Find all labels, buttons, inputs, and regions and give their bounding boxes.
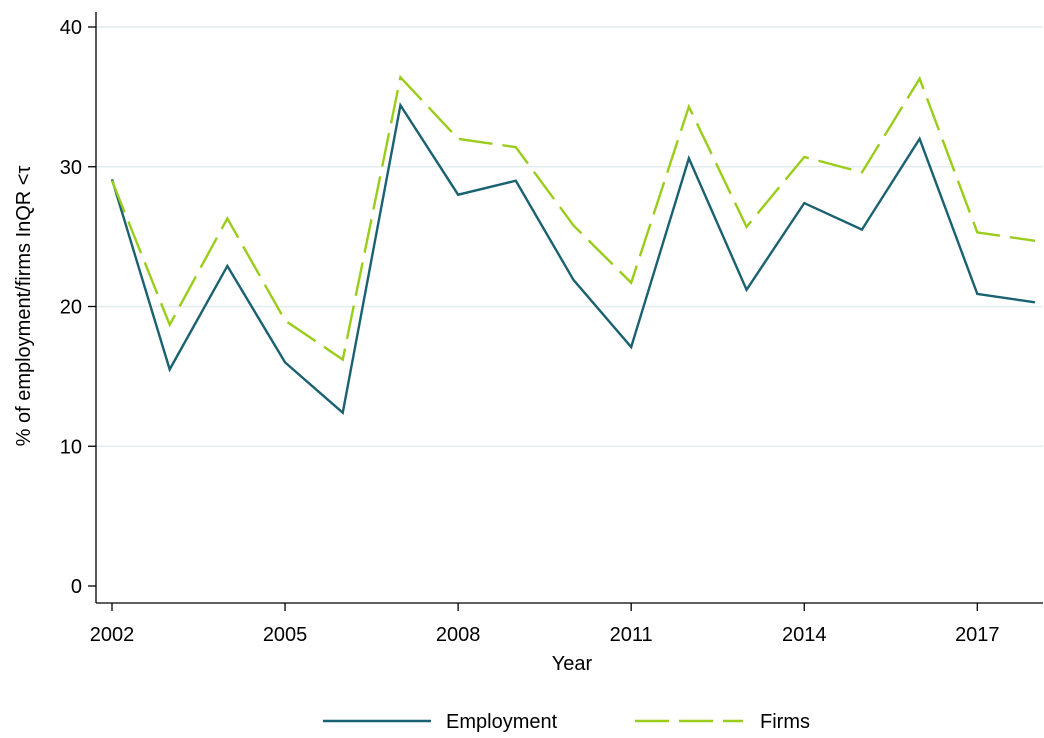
- y-tick-label-20: 20: [60, 297, 82, 319]
- x-tick-label-2014: 2014: [782, 624, 827, 646]
- x-tick-label-2017: 2017: [955, 624, 1000, 646]
- series-line-firms: [110, 74, 1036, 362]
- y-axis: 0 10 20 30 40: [60, 12, 97, 603]
- legend-label-firms: Firms: [760, 711, 810, 733]
- y-tick-label-0: 0: [71, 576, 82, 598]
- legend-label-employment: Employment: [446, 711, 558, 733]
- x-axis-label: Year: [552, 653, 593, 675]
- x-tick-label-2008: 2008: [436, 624, 481, 646]
- gridlines: [96, 26, 1043, 447]
- series-lines: [110, 74, 1036, 415]
- series-firms: [110, 74, 1036, 362]
- y-axis-label: % of employment/firms InQR <τ: [13, 166, 35, 447]
- series-employment: [110, 102, 1036, 415]
- x-axis: 2002 2005 2008 2011 2014 2017: [90, 602, 1043, 646]
- y-tick-label-30: 30: [60, 157, 82, 179]
- legend: Employment Firms: [323, 711, 810, 733]
- y-tick-label-10: 10: [60, 436, 82, 458]
- x-tick-label-2002: 2002: [90, 624, 135, 646]
- x-tick-label-2011: 2011: [610, 624, 653, 646]
- x-tick-label-2005: 2005: [263, 624, 308, 646]
- y-tick-label-40: 40: [60, 17, 82, 39]
